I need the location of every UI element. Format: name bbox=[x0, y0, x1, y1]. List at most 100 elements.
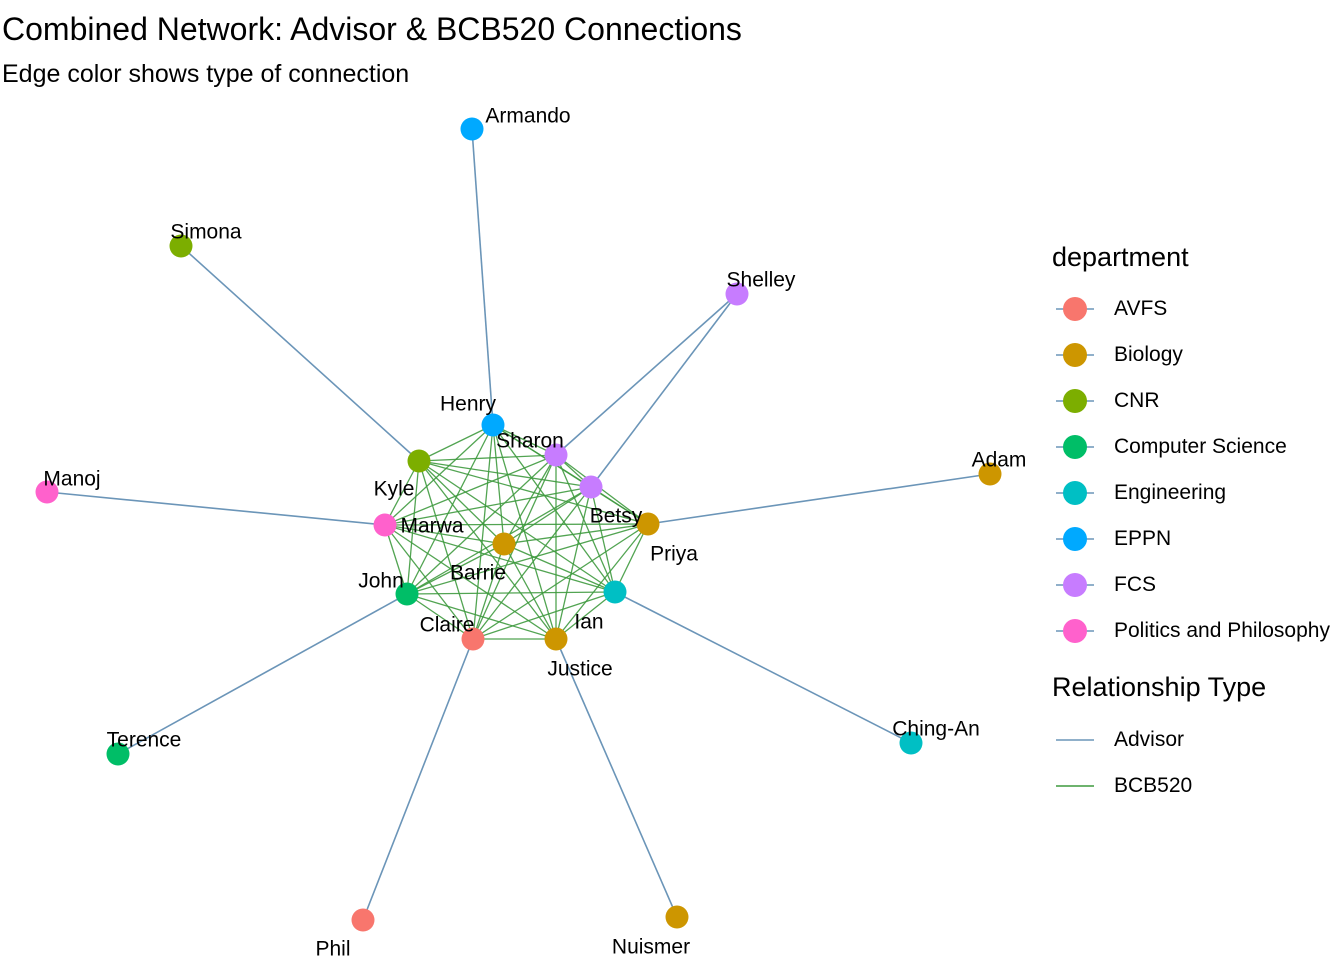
legend-label-eppn: EPPN bbox=[1114, 527, 1172, 550]
advisor-edge-terence-john bbox=[117, 593, 408, 755]
legend-item-fcs: FCS bbox=[1052, 565, 1344, 605]
bcb520-edge-betsy-justice bbox=[555, 486, 592, 640]
bcb520-edge-sharon-barrie bbox=[503, 454, 557, 545]
node-armando[interactable] bbox=[460, 117, 484, 141]
bcb520-edge-priya-justice bbox=[555, 523, 649, 640]
network-graph: Armando Simona Shelley Henry Sharon Adam Kyle B… bbox=[35, 105, 1026, 960]
legend-item-politics-and-philosophy: Politics and Philosophy bbox=[1052, 611, 1344, 651]
legend-label-computer-science: Computer Science bbox=[1114, 435, 1287, 458]
bcb520-edge-sharon-kyle bbox=[418, 454, 557, 462]
node-label-kyle: Kyle bbox=[374, 478, 415, 501]
legend-item-engineering: Engineering bbox=[1052, 473, 1344, 513]
advisor-edge-shelley-sharon bbox=[555, 293, 738, 456]
legend-label-cnr: CNR bbox=[1114, 389, 1160, 412]
advisor-edge-armando-henry bbox=[471, 128, 494, 426]
bcb520-edge-henry-john bbox=[406, 424, 494, 595]
node-terence[interactable] bbox=[106, 742, 130, 766]
bcb520-edge-kyle-justice bbox=[418, 460, 557, 640]
legend-key-computer-science bbox=[1052, 427, 1098, 467]
bcb520-edge-betsy-barrie bbox=[503, 486, 592, 545]
node-nuismer[interactable] bbox=[665, 905, 689, 929]
node-ian[interactable] bbox=[603, 580, 627, 604]
bcb520-edge-priya-ian bbox=[614, 523, 649, 593]
labels-layer: Armando Simona Shelley Henry Sharon Adam Kyle B… bbox=[43, 105, 1026, 960]
legend-item-cnr: CNR bbox=[1052, 381, 1344, 421]
bcb520-edge-kyle-ian bbox=[418, 460, 616, 593]
legend-key-engineering bbox=[1052, 473, 1098, 513]
bcb520-edge-henry-kyle bbox=[418, 424, 494, 462]
node-label-terence: Terence bbox=[107, 729, 182, 752]
legend-key-avfs bbox=[1052, 289, 1098, 329]
node-henry[interactable] bbox=[481, 413, 505, 437]
node-betsy[interactable] bbox=[579, 475, 603, 499]
relationship-legend-title: Relationship Type bbox=[1052, 672, 1267, 702]
legend-label-bcb520: BCB520 bbox=[1114, 774, 1193, 797]
bcb520-edge-kyle-priya bbox=[418, 460, 649, 525]
node-barrie[interactable] bbox=[492, 532, 516, 556]
node-john[interactable] bbox=[395, 582, 419, 606]
node-label-nuismer: Nuismer bbox=[612, 936, 690, 959]
node-phil[interactable] bbox=[351, 908, 375, 932]
legend-label-advisor: Advisor bbox=[1114, 728, 1185, 751]
bcb520-edge-kyle-john bbox=[406, 460, 420, 595]
bcb520-edge-betsy-ian bbox=[590, 486, 616, 593]
bcb520-edge-betsy-marwa bbox=[384, 486, 592, 526]
bcb520-edge-john-justice bbox=[406, 593, 557, 640]
bcb520-edge-john-claire bbox=[406, 593, 474, 640]
bcb520-edge-barrie-ian bbox=[503, 543, 616, 593]
node-label-sharon: Sharon bbox=[496, 430, 564, 453]
advisor-edge-simona-kyle bbox=[180, 245, 420, 462]
node-label-priya: Priya bbox=[650, 543, 698, 566]
legend-item-computer-science: Computer Science bbox=[1052, 427, 1344, 467]
node-label-john: John bbox=[358, 570, 404, 593]
legend-item-bcb520: BCB520 bbox=[1052, 766, 1344, 806]
node-label-henry: Henry bbox=[440, 393, 497, 416]
node-label-manoj: Manoj bbox=[43, 468, 100, 491]
bcb520-edge-kyle-marwa bbox=[384, 460, 420, 526]
bcb520-edge-ian-justice bbox=[555, 591, 616, 640]
advisor-edge-shelley-betsy bbox=[590, 293, 738, 488]
node-label-simona: Simona bbox=[170, 221, 242, 244]
node-justice[interactable] bbox=[544, 627, 568, 651]
node-manoj[interactable] bbox=[35, 480, 59, 504]
bcb520-edge-sharon-marwa bbox=[384, 454, 557, 526]
advisor-edge-phil-claire bbox=[362, 638, 474, 921]
bcb520-edge-barrie-john bbox=[406, 543, 505, 595]
legend-item-biology: Biology bbox=[1052, 335, 1344, 375]
bcb520-edge-henry-claire bbox=[472, 424, 494, 640]
node-simona[interactable] bbox=[169, 234, 193, 258]
legend-label-avfs: AVFS bbox=[1114, 297, 1168, 320]
legend-label-politics-and-philosophy: Politics and Philosophy bbox=[1114, 619, 1330, 642]
chart-subtitle: Edge color shows type of connection bbox=[2, 60, 410, 88]
node-adam[interactable] bbox=[978, 462, 1002, 486]
legend-key-eppn bbox=[1052, 519, 1098, 559]
node-label-adam: Adam bbox=[972, 449, 1027, 472]
legend-label-engineering: Engineering bbox=[1114, 481, 1227, 504]
edges-layer bbox=[46, 128, 991, 921]
node-priya[interactable] bbox=[636, 512, 660, 536]
bcb520-edge-marwa-john bbox=[384, 524, 408, 595]
node-sharon[interactable] bbox=[544, 443, 568, 467]
node-label-ian: Ian bbox=[574, 611, 603, 634]
node-marwa[interactable] bbox=[373, 513, 397, 537]
chart-title: Combined Network: Advisor & BCB520 Conne… bbox=[2, 11, 742, 47]
advisor-edge-nuismer-justice bbox=[555, 638, 678, 918]
legend-key-cnr bbox=[1052, 381, 1098, 421]
node-claire[interactable] bbox=[461, 627, 485, 651]
node-kyle[interactable] bbox=[407, 449, 431, 473]
bcb520-edge-ian-claire bbox=[472, 591, 616, 640]
bcb520-edge-kyle-claire bbox=[418, 460, 474, 640]
bcb520-edge-marwa-priya bbox=[384, 523, 649, 526]
legend-key-advisor bbox=[1052, 720, 1098, 760]
legend-key-politics-and-philosophy bbox=[1052, 611, 1098, 651]
advisor-edge-adam-priya bbox=[647, 473, 991, 525]
advisor-edge-manoj-marwa bbox=[46, 491, 386, 526]
node-shelley[interactable] bbox=[725, 282, 749, 306]
bcb520-edge-sharon-ian bbox=[555, 454, 616, 593]
bcb520-edge-barrie-justice bbox=[503, 543, 557, 640]
bcb520-edge-john-ian bbox=[406, 591, 616, 595]
legend-item-avfs: AVFS bbox=[1052, 289, 1344, 329]
node-ching-an[interactable] bbox=[899, 731, 923, 755]
legend-item-advisor: Advisor bbox=[1052, 720, 1344, 760]
node-label-shelley: Shelley bbox=[727, 269, 796, 292]
